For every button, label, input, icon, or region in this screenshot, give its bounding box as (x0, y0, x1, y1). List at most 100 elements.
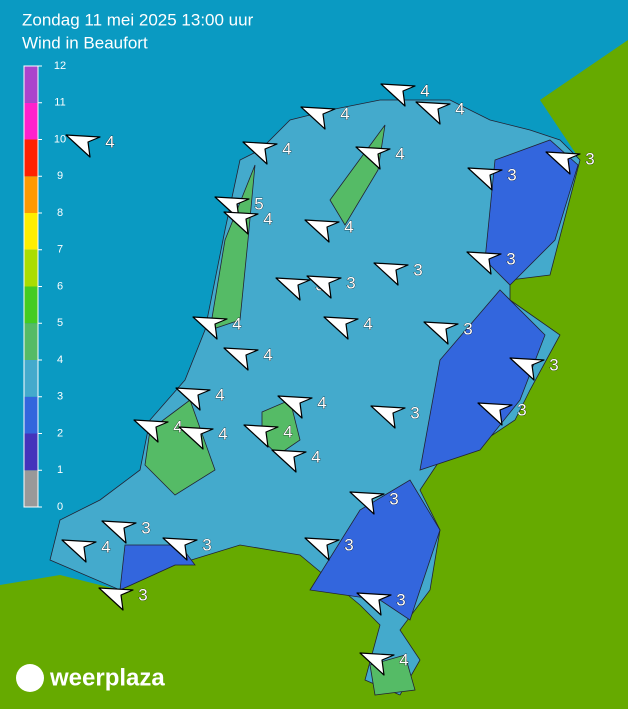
land-abroad (0, 40, 628, 709)
wind-force: 4 (173, 417, 182, 436)
wind-arrow (61, 539, 97, 563)
wind-arrow (306, 275, 342, 299)
wind-force: 4 (283, 422, 292, 441)
wind-force: 3 (506, 249, 515, 268)
wind-arrow (349, 491, 385, 515)
wind-force: 4 (317, 393, 326, 412)
map-title: Zondag 11 mei 2025 13:00 uur (22, 10, 254, 29)
wind-force: 4 (455, 99, 464, 118)
wind-arrow (101, 520, 137, 544)
wind-arrow (162, 537, 198, 561)
wind-force: 3 (463, 319, 472, 338)
wind-force: 4 (395, 144, 404, 163)
legend-label: 5 (57, 317, 63, 329)
wind-arrow (415, 101, 451, 125)
wind-arrow (423, 321, 459, 345)
legend-band (24, 249, 38, 287)
wind-force: 3 (396, 590, 405, 609)
wind-arrow (223, 347, 259, 371)
wind-arrow (275, 277, 311, 301)
legend-label: 8 (57, 207, 63, 219)
wind-arrow (370, 405, 406, 429)
legend-label: 3 (57, 391, 63, 403)
zone-3 (419, 289, 546, 471)
legend-band (24, 176, 38, 213)
wind-arrow (243, 424, 279, 448)
legend-label: 12 (54, 60, 66, 72)
wind-arrow (355, 146, 391, 170)
wind-arrow (175, 387, 211, 411)
wind-arrow (192, 316, 228, 340)
wind-force: 3 (138, 585, 147, 604)
legend-band (24, 360, 38, 397)
wind-force: 3 (585, 149, 594, 168)
legend-band (24, 139, 38, 177)
wind-arrow (509, 357, 545, 381)
wind-force: 4 (363, 314, 372, 333)
wind-arrow (300, 106, 336, 130)
wind-arrow (545, 151, 581, 175)
wind-force: 4 (420, 81, 429, 100)
wind-force: 4 (340, 104, 349, 123)
wind-arrow (323, 316, 359, 340)
legend-label: 1 (57, 464, 63, 476)
wind-force: 5 (254, 194, 263, 213)
legend-band (24, 213, 38, 250)
wind-force: 3 (389, 489, 398, 508)
wind-force: 3 (344, 535, 353, 554)
wind-arrow (98, 587, 134, 611)
wind-force: 3 (413, 260, 422, 279)
legend-label: 2 (57, 427, 63, 439)
wind-force: 4 (344, 217, 353, 236)
legend-label: 11 (54, 97, 65, 109)
wind-force: 4 (232, 314, 241, 333)
wind-force: 3 (549, 355, 558, 374)
wind-force: 4 (105, 132, 114, 151)
wind-arrow (373, 262, 409, 286)
logo: weerplaza (49, 664, 165, 691)
wind-force: 4 (215, 385, 224, 404)
legend-band (24, 102, 38, 140)
legend-label: 7 (57, 244, 63, 256)
wind-arrow (277, 395, 313, 419)
wind-force: 4 (311, 447, 320, 466)
wind-arrow (178, 426, 214, 450)
wind-arrow (214, 196, 250, 220)
logo-icon (16, 664, 44, 692)
wind-arrow (242, 141, 278, 165)
wind-arrow (304, 219, 340, 243)
wind-force: 3 (410, 403, 419, 422)
zone-4 (209, 164, 256, 331)
wind-arrow (271, 449, 307, 473)
stations: 444444335443333443434433444433343334 (61, 81, 595, 676)
legend-label: 4 (57, 354, 63, 366)
wind-force: 3 (517, 400, 526, 419)
wind-force: 4 (101, 537, 110, 556)
wind-force: 3 (507, 165, 516, 184)
map-subtitle: Wind in Beaufort (22, 33, 148, 52)
wind-arrow (477, 402, 513, 426)
wind-arrow (466, 251, 502, 275)
wind-force: 3 (141, 518, 150, 537)
legend-band (24, 286, 38, 324)
legend-band (24, 66, 38, 103)
wind-force: 3 (202, 535, 211, 554)
wind-arrow (304, 537, 340, 561)
zone-3 (119, 544, 196, 591)
wind-force: 3 (346, 273, 355, 292)
wind-force: 4 (399, 650, 408, 669)
legend-band (24, 433, 38, 471)
wind-arrow (380, 83, 416, 107)
wind-arrow (467, 167, 503, 191)
wind-arrow (223, 211, 259, 235)
wind-arrow (359, 652, 395, 676)
wind-arrow (65, 134, 101, 158)
wind-force: 4 (263, 345, 272, 364)
wind-force: 4 (282, 139, 291, 158)
legend-label: 6 (57, 280, 63, 292)
legend-label: 0 (57, 501, 63, 513)
legend-band (24, 323, 38, 360)
legend-band (24, 396, 38, 434)
